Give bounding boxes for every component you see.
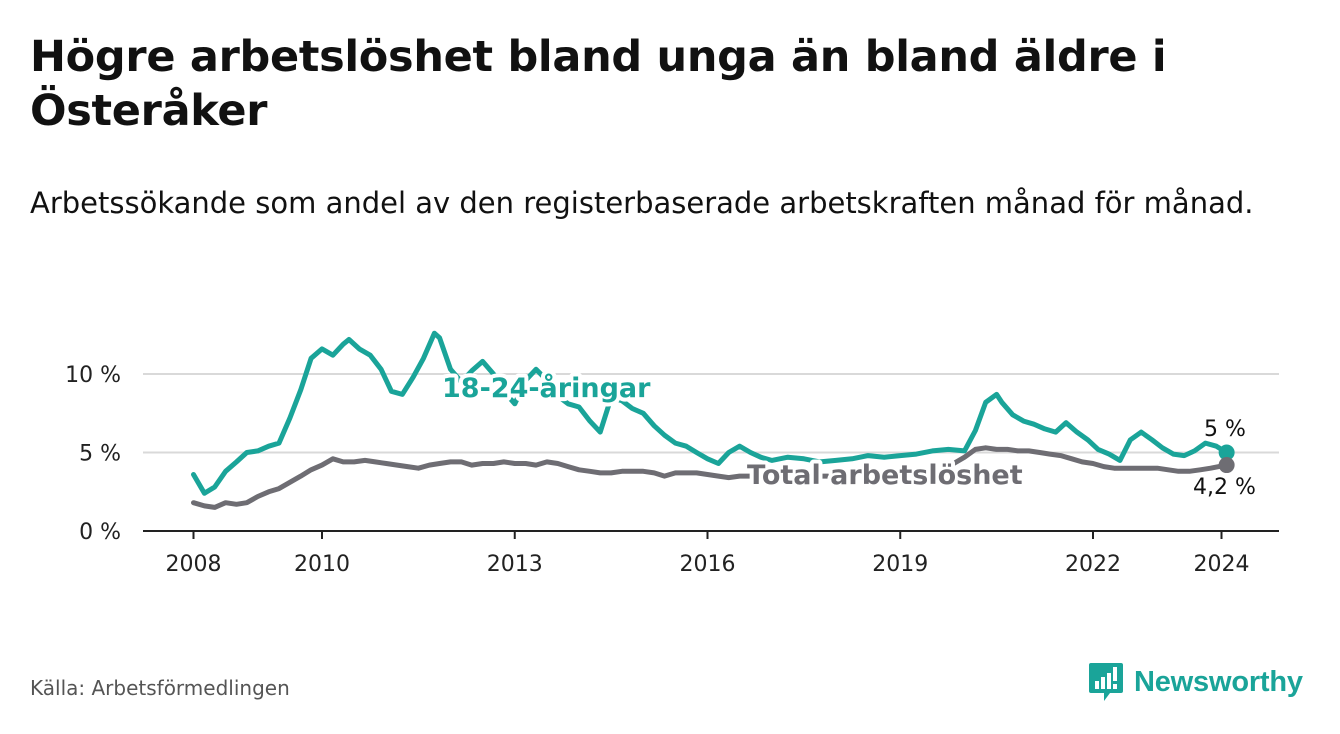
x-tick-label: 2019 [872,552,928,577]
chart-subtitle: Arbetssökande som andel av den registerb… [30,186,1254,220]
x-tick-label: 2016 [680,552,736,577]
series-line-youth [191,330,1230,496]
x-axis-ticks: 2008 2010 2013 2016 2019 2022 2024 [166,552,1250,577]
x-tick-marks [192,531,1223,539]
series-label-total: Total arbetslöshet [747,460,1023,491]
y-tick-label: 0 % [79,520,121,545]
page-title: Högre arbetslöshet bland unga än bland ä… [30,32,1167,136]
y-tick-label: 10 % [65,363,121,388]
end-point-total [1218,457,1235,474]
series-line-total [191,445,1230,510]
newsworthy-logo-icon [1089,663,1123,701]
x-tick-label: 2010 [294,552,350,577]
gridlines [143,373,1279,454]
y-axis-ticks: 0 % 5 % 10 % [65,363,121,545]
brand-logo: Newsworthy [1088,660,1303,704]
x-tick-label: 2013 [487,552,543,577]
x-tick-label: 2024 [1194,552,1250,577]
x-tick-label: 2022 [1065,552,1121,577]
series-label-youth: 18-24-åringar [442,372,651,404]
source-note: Källa: Arbetsförmedlingen [30,676,290,700]
end-value-youth: 5 % [1204,417,1246,442]
end-point-youth [1218,444,1235,461]
x-tick-label: 2008 [166,552,222,577]
end-value-total: 4,2 % [1193,475,1256,500]
y-tick-label: 5 % [79,442,121,467]
brand-name: Newsworthy [1134,665,1303,698]
